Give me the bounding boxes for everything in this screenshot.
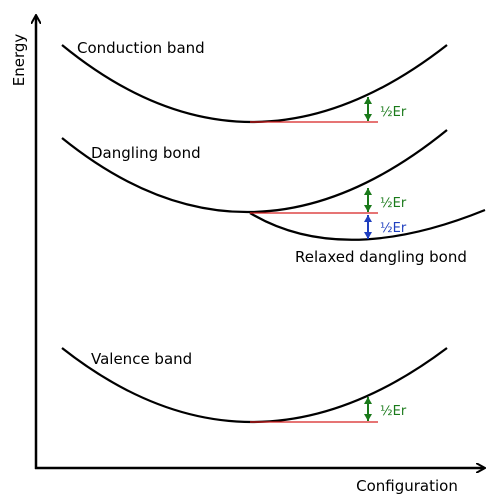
shift-label: ½Er — [380, 105, 407, 120]
y-axis-label: Energy — [10, 34, 28, 87]
curve-label: Dangling bond — [91, 144, 201, 162]
curve-label: Relaxed dangling bond — [295, 248, 467, 266]
x-axis-label: Configuration — [356, 477, 458, 495]
relaxation-label: ½Er — [380, 221, 407, 236]
curve-label: Valence band — [91, 350, 192, 368]
shift-label: ½Er — [380, 196, 407, 211]
curve-label: Conduction band — [77, 39, 205, 57]
relaxed-curve — [249, 208, 486, 241]
dangling-curve — [61, 129, 448, 214]
shift-label: ½Er — [380, 404, 407, 419]
